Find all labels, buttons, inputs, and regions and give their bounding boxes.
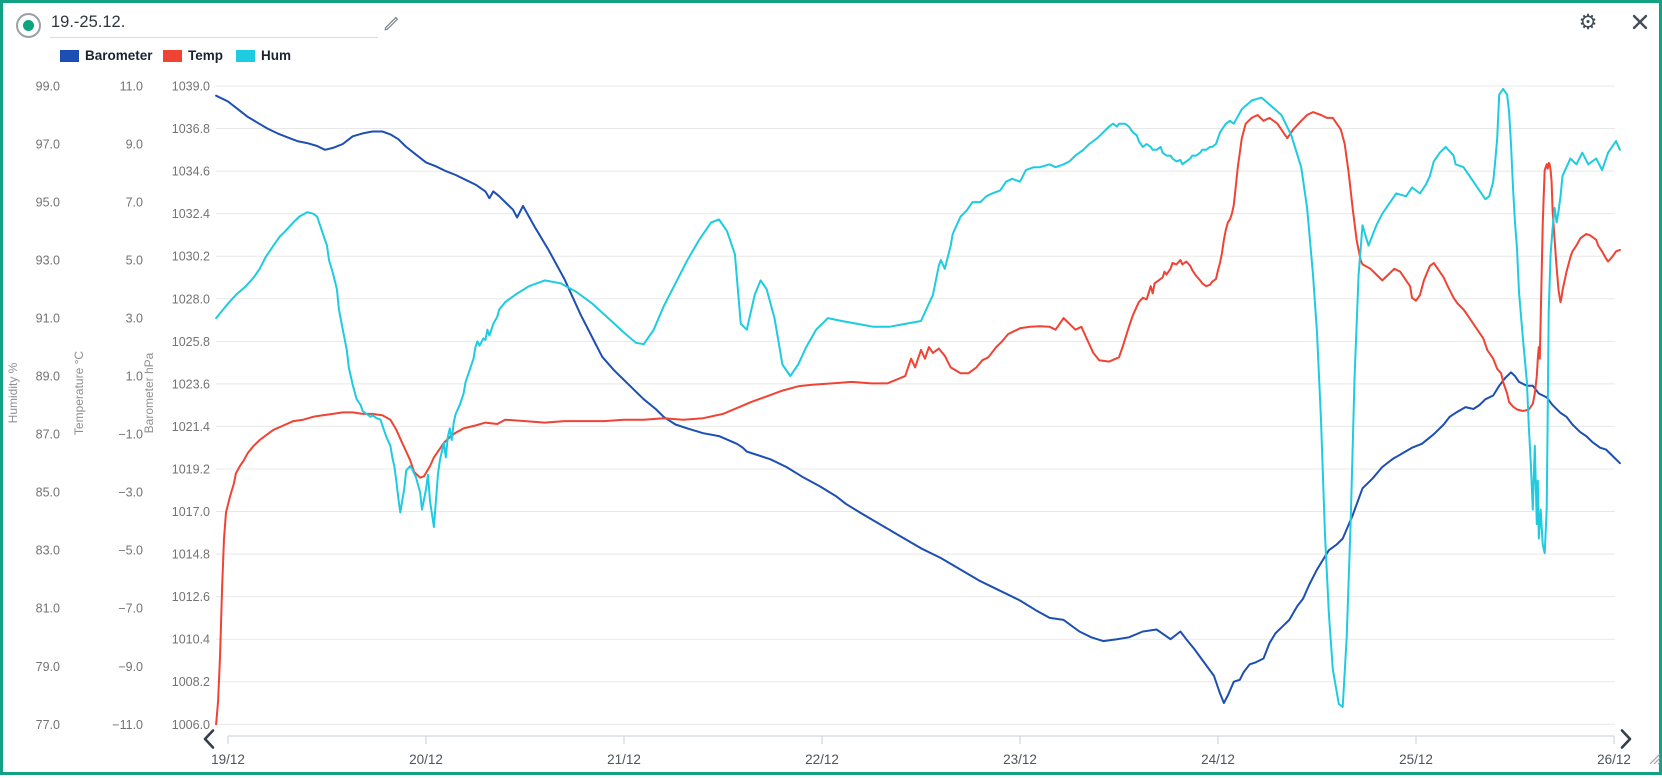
x-tick-label: 22/12 bbox=[805, 752, 839, 767]
y-tick-label-temp: 1.0 bbox=[126, 370, 143, 384]
y-tick-label-bar: 1006.0 bbox=[172, 718, 210, 732]
y-tick-label-bar: 1036.8 bbox=[172, 122, 210, 136]
y-tick-label-temp: −9.0 bbox=[118, 660, 143, 674]
series-line-temp bbox=[215, 111, 1621, 726]
legend-label: Temp bbox=[188, 48, 224, 63]
y-tick-label-bar: 1025.8 bbox=[172, 335, 210, 349]
y-tick-label-bar: 1039.0 bbox=[172, 80, 210, 94]
edit-pencil-icon[interactable] bbox=[382, 15, 399, 32]
close-icon[interactable] bbox=[1631, 13, 1649, 31]
y-tick-label-temp: 11.0 bbox=[120, 80, 143, 94]
y-axis-title-bar: Barometer hPa bbox=[142, 352, 156, 433]
y-tick-label-bar: 1034.6 bbox=[172, 165, 210, 179]
y-tick-label-temp: 9.0 bbox=[126, 138, 143, 152]
y-tick-label-hum: 91.0 bbox=[36, 312, 60, 326]
y-tick-label-bar: 1023.6 bbox=[172, 377, 210, 391]
y-tick-label-hum: 81.0 bbox=[36, 602, 60, 616]
y-axis-title-hum: Humidity % bbox=[6, 362, 20, 423]
prev-period-button[interactable] bbox=[200, 728, 218, 752]
y-tick-label-temp: −3.0 bbox=[118, 486, 143, 500]
title-input[interactable] bbox=[50, 9, 378, 38]
y-tick-label-temp: −7.0 bbox=[118, 602, 143, 616]
y-tick-label-bar: 1030.2 bbox=[172, 250, 210, 264]
settings-gear-icon[interactable]: ⚙ bbox=[1575, 10, 1601, 36]
series-line-barometer bbox=[215, 94, 1621, 704]
y-tick-label-temp: 5.0 bbox=[126, 254, 143, 268]
hum-swatch-icon bbox=[236, 49, 255, 62]
y-tick-label-hum: 79.0 bbox=[36, 660, 60, 674]
x-tick-label: 23/12 bbox=[1003, 752, 1037, 767]
y-tick-label-bar: 1032.4 bbox=[172, 207, 210, 221]
y-tick-label-hum: 99.0 bbox=[36, 80, 60, 94]
y-tick-label-temp: 7.0 bbox=[126, 196, 143, 210]
x-tick-label: 19/12 bbox=[211, 752, 245, 767]
y-tick-label-bar: 1012.6 bbox=[172, 590, 210, 604]
y-tick-label-bar: 1008.2 bbox=[172, 675, 210, 689]
legend-label: Barometer bbox=[85, 48, 153, 63]
y-tick-label-temp: 3.0 bbox=[126, 312, 143, 326]
temp-swatch-icon bbox=[163, 49, 182, 62]
record-status-icon[interactable] bbox=[16, 13, 41, 38]
y-tick-label-temp: −11.0 bbox=[112, 718, 143, 732]
chart-plot-area: 99.0 97.0 95.0 93.0 91.0 89.0 87.0 85.0 83.0 81.0… bbox=[6, 80, 1631, 768]
resize-handle-icon[interactable] bbox=[1646, 750, 1662, 766]
x-tick-label: 21/12 bbox=[607, 752, 641, 767]
y-tick-label-temp: −5.0 bbox=[118, 544, 143, 558]
legend-item-hum[interactable]: Hum bbox=[236, 48, 291, 63]
x-tick-label: 20/12 bbox=[409, 752, 443, 767]
y-tick-label-hum: 85.0 bbox=[36, 486, 60, 500]
y-tick-label-hum: 87.0 bbox=[36, 428, 60, 442]
legend-label: Hum bbox=[261, 48, 291, 63]
legend-item-barometer[interactable]: Barometer bbox=[60, 48, 153, 63]
y-tick-label-hum: 77.0 bbox=[36, 718, 60, 732]
y-tick-label-bar: 1017.0 bbox=[172, 505, 210, 519]
y-tick-label-hum: 93.0 bbox=[36, 254, 60, 268]
y-tick-label-hum: 97.0 bbox=[36, 138, 60, 152]
y-tick-label-bar: 1021.4 bbox=[172, 420, 210, 434]
x-tick-label: 26/12 bbox=[1597, 752, 1631, 767]
series-line-hum bbox=[215, 87, 1621, 708]
y-axis-title-temp: Temperature °C bbox=[72, 351, 86, 435]
next-period-button[interactable] bbox=[1617, 728, 1635, 752]
x-tick-label: 25/12 bbox=[1399, 752, 1433, 767]
y-tick-label-hum: 95.0 bbox=[36, 196, 60, 210]
y-tick-label-bar: 1028.0 bbox=[172, 292, 210, 306]
x-tick-label: 24/12 bbox=[1201, 752, 1235, 767]
legend-item-temp[interactable]: Temp bbox=[163, 48, 223, 63]
barometer-swatch-icon bbox=[60, 49, 79, 62]
y-tick-label-temp: −1.0 bbox=[118, 428, 143, 442]
y-tick-label-bar: 1010.4 bbox=[172, 633, 210, 647]
y-tick-label-hum: 89.0 bbox=[36, 370, 60, 384]
y-tick-label-bar: 1019.2 bbox=[172, 462, 210, 476]
y-tick-label-hum: 83.0 bbox=[36, 544, 60, 558]
record-dot-icon bbox=[23, 20, 34, 31]
y-tick-label-bar: 1014.8 bbox=[172, 548, 210, 562]
